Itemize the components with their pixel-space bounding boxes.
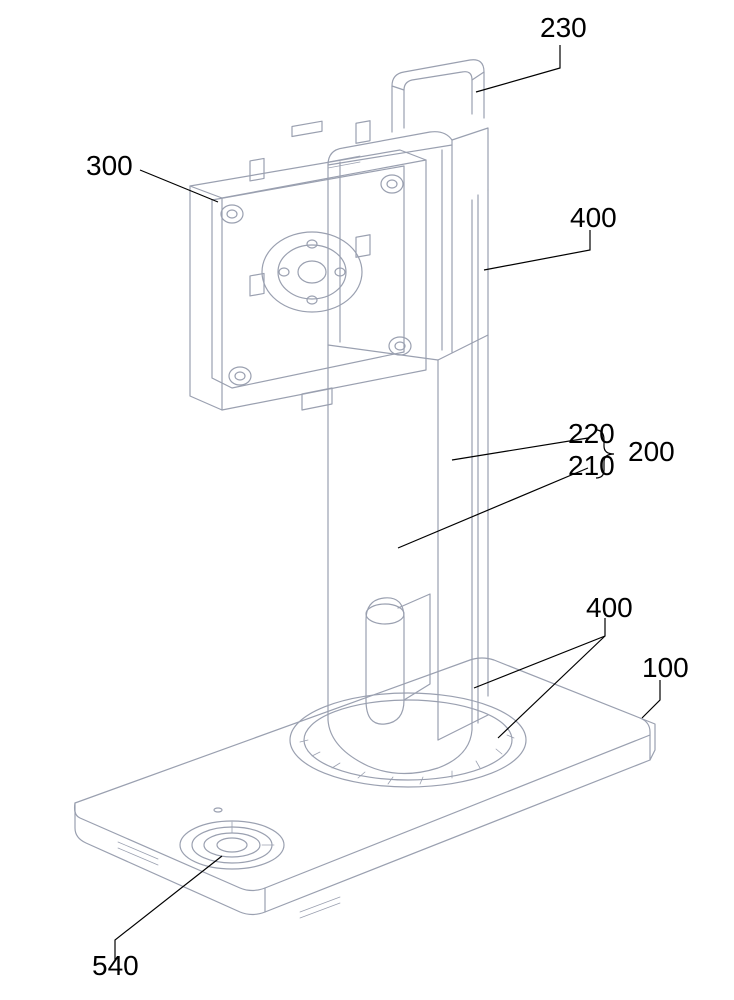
- label-230: 230: [540, 14, 587, 42]
- carry-handle: [392, 60, 484, 132]
- label-400-lower: 400: [586, 594, 633, 622]
- label-300: 300: [86, 152, 133, 180]
- column: [328, 190, 488, 774]
- base-plate: [75, 658, 655, 918]
- label-210: 210: [568, 452, 615, 480]
- label-100: 100: [642, 654, 689, 682]
- label-400-upper: 400: [570, 204, 617, 232]
- power-pad: [180, 808, 284, 869]
- column-upper: [328, 128, 488, 352]
- label-220: 220: [568, 420, 615, 448]
- label-540: 540: [92, 952, 139, 980]
- vesa-plate: [190, 121, 426, 410]
- label-200: 200: [628, 438, 675, 466]
